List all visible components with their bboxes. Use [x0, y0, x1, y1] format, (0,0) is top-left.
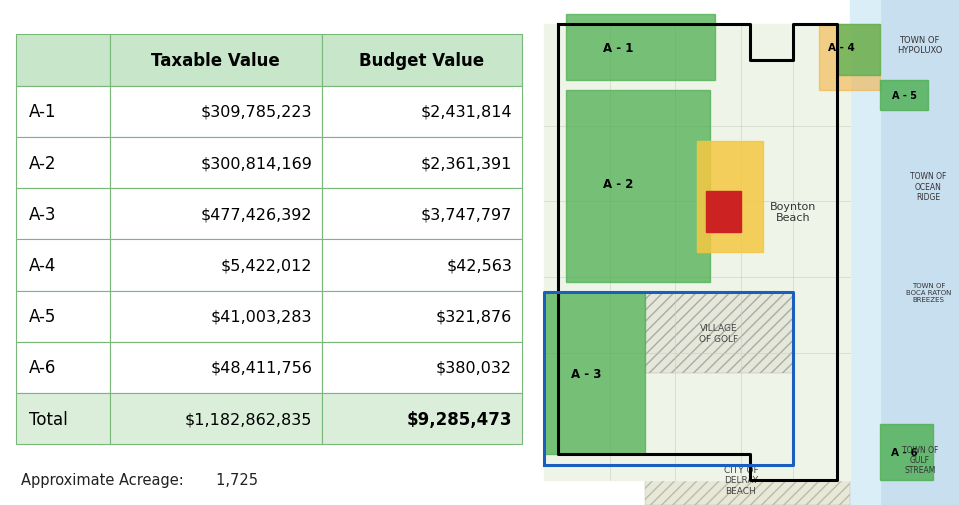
Text: $2,361,391: $2,361,391 — [421, 156, 512, 171]
Text: Taxable Value: Taxable Value — [152, 52, 280, 70]
Polygon shape — [880, 81, 928, 111]
FancyBboxPatch shape — [109, 137, 322, 189]
FancyBboxPatch shape — [322, 393, 522, 444]
Polygon shape — [697, 141, 762, 252]
Text: CITY OF
DELRAY
BEACH: CITY OF DELRAY BEACH — [723, 465, 759, 494]
FancyBboxPatch shape — [16, 393, 109, 444]
FancyBboxPatch shape — [322, 240, 522, 291]
FancyBboxPatch shape — [109, 342, 322, 393]
Text: TOWN OF
BOCA RATON
BREEZES: TOWN OF BOCA RATON BREEZES — [905, 283, 951, 303]
Text: TOWN OF
HYPOLUXO: TOWN OF HYPOLUXO — [897, 36, 943, 55]
Text: A-2: A-2 — [30, 154, 57, 172]
Polygon shape — [880, 0, 959, 505]
FancyBboxPatch shape — [322, 291, 522, 342]
Text: A - 4: A - 4 — [828, 43, 854, 53]
Text: A-3: A-3 — [30, 206, 57, 223]
FancyBboxPatch shape — [16, 189, 109, 240]
Text: $41,003,283: $41,003,283 — [211, 309, 313, 324]
FancyBboxPatch shape — [16, 137, 109, 189]
Text: A-4: A-4 — [30, 257, 57, 274]
Text: A - 2: A - 2 — [603, 178, 634, 191]
FancyBboxPatch shape — [322, 137, 522, 189]
FancyBboxPatch shape — [16, 86, 109, 137]
FancyBboxPatch shape — [109, 240, 322, 291]
FancyBboxPatch shape — [109, 393, 322, 444]
Polygon shape — [567, 15, 714, 81]
Text: TOWN OF
OCEAN
RIDGE: TOWN OF OCEAN RIDGE — [910, 172, 947, 201]
FancyBboxPatch shape — [322, 342, 522, 393]
Polygon shape — [837, 25, 880, 76]
Text: A - 5: A - 5 — [892, 91, 917, 101]
Polygon shape — [819, 25, 880, 91]
Polygon shape — [545, 293, 644, 454]
Polygon shape — [644, 364, 850, 505]
FancyBboxPatch shape — [109, 35, 322, 86]
Text: Approximate Acreage:       1,725: Approximate Acreage: 1,725 — [21, 472, 258, 487]
Text: TOWN OF
GULF
STREAM: TOWN OF GULF STREAM — [901, 445, 938, 474]
Text: $2,431,814: $2,431,814 — [420, 105, 512, 120]
Text: $1,182,862,835: $1,182,862,835 — [185, 412, 313, 426]
Text: A - 3: A - 3 — [571, 367, 601, 380]
Polygon shape — [567, 91, 711, 283]
Text: A - 1: A - 1 — [603, 41, 634, 55]
Polygon shape — [880, 424, 933, 480]
FancyBboxPatch shape — [109, 291, 322, 342]
FancyBboxPatch shape — [16, 291, 109, 342]
Text: VILLAGE
OF GOLF: VILLAGE OF GOLF — [699, 324, 738, 343]
Text: A-1: A-1 — [30, 103, 57, 121]
Polygon shape — [545, 25, 850, 480]
Text: $300,814,169: $300,814,169 — [200, 156, 313, 171]
Text: $5,422,012: $5,422,012 — [221, 258, 313, 273]
Text: $380,032: $380,032 — [436, 360, 512, 375]
Text: Total: Total — [30, 410, 68, 428]
FancyBboxPatch shape — [322, 189, 522, 240]
Text: $3,747,797: $3,747,797 — [421, 207, 512, 222]
Text: $309,785,223: $309,785,223 — [200, 105, 313, 120]
FancyBboxPatch shape — [109, 189, 322, 240]
Text: A - 6: A - 6 — [891, 447, 918, 457]
Text: $42,563: $42,563 — [446, 258, 512, 273]
Polygon shape — [850, 0, 880, 505]
Text: $321,876: $321,876 — [435, 309, 512, 324]
Text: Boynton
Beach: Boynton Beach — [770, 201, 816, 223]
FancyBboxPatch shape — [322, 86, 522, 137]
FancyBboxPatch shape — [16, 35, 109, 86]
Text: Budget Value: Budget Value — [360, 52, 484, 70]
Polygon shape — [706, 192, 741, 232]
FancyBboxPatch shape — [16, 342, 109, 393]
Polygon shape — [644, 293, 793, 374]
Text: $48,411,756: $48,411,756 — [210, 360, 313, 375]
FancyBboxPatch shape — [109, 86, 322, 137]
Text: A-6: A-6 — [30, 359, 57, 377]
Text: A-5: A-5 — [30, 308, 57, 326]
Text: $477,426,392: $477,426,392 — [200, 207, 313, 222]
Text: $9,285,473: $9,285,473 — [407, 410, 512, 428]
FancyBboxPatch shape — [16, 240, 109, 291]
FancyBboxPatch shape — [322, 35, 522, 86]
